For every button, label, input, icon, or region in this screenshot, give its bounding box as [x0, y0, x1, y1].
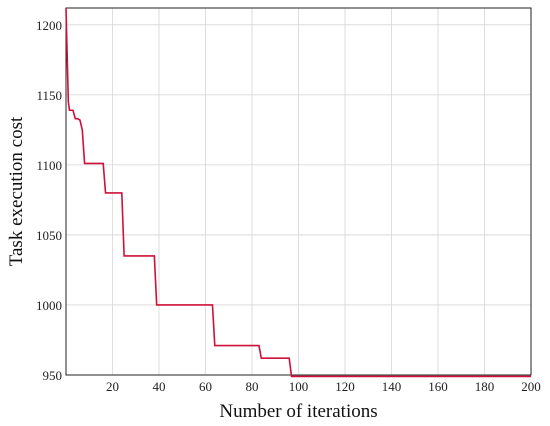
x-tick-label: 20	[106, 379, 119, 394]
x-tick-label: 200	[521, 379, 541, 394]
x-axis-label: Number of iterations	[219, 401, 377, 422]
grid	[66, 8, 532, 376]
x-tick-label: 100	[289, 379, 309, 394]
y-tick-label: 950	[43, 368, 63, 383]
y-tick-label: 1200	[36, 18, 62, 33]
x-tick-label: 80	[246, 379, 259, 394]
series-line	[65, 7, 531, 378]
x-tick-label: 40	[153, 379, 166, 394]
y-axis-label: Task execution cost	[6, 116, 27, 266]
plot-frame	[65, 7, 532, 376]
y-tick-label: 1050	[36, 228, 62, 243]
y-axis: 950 1000 1050 1100 1150 1200	[36, 18, 62, 383]
y-tick-label: 1150	[36, 88, 62, 103]
x-tick-label: 120	[335, 379, 355, 394]
y-tick-label: 1000	[36, 298, 62, 313]
y-tick-label: 1100	[36, 158, 62, 173]
x-tick-label: 180	[475, 379, 495, 394]
x-tick-label: 160	[428, 379, 448, 394]
x-tick-label: 140	[382, 379, 402, 394]
x-axis: 20 40 60 80 100 120 140 160 180 200	[106, 379, 541, 394]
x-tick-label: 60	[199, 379, 212, 394]
